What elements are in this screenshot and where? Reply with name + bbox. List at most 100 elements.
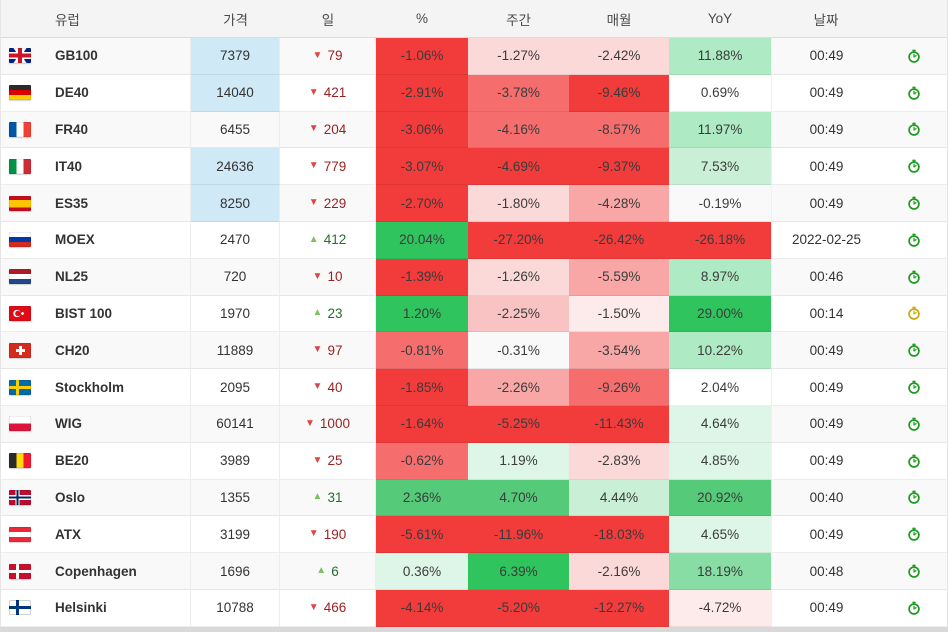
price-cell: 14040: [191, 74, 280, 112]
pct-yoy-cell: 18.19%: [669, 553, 771, 590]
price-cell: 11889: [191, 332, 280, 370]
index-name-link[interactable]: IT40: [55, 158, 83, 174]
header-date[interactable]: 날짜: [813, 12, 839, 28]
nl-flag-icon: [9, 269, 31, 285]
clock-cell: [881, 296, 947, 333]
table-row[interactable]: BE20 3989 ▼ 25 -0.62% 1.19% -2.83% 4.85% 00:49: [1, 442, 947, 480]
header-price[interactable]: 가격: [223, 12, 248, 28]
day-change-cell: ▼ 190: [280, 516, 376, 554]
header-percent[interactable]: %: [415, 11, 428, 26]
index-name-cell: DE40: [1, 74, 191, 112]
pct-yoy-cell: 11.88%: [669, 38, 771, 75]
date-cell: 00:49: [771, 185, 881, 222]
header-weekly[interactable]: 주간: [506, 12, 531, 28]
table-row[interactable]: CH20 11889 ▼ 97 -0.81% -0.31% -3.54% 10.22% 00:4…: [1, 332, 947, 370]
table-row[interactable]: Helsinki 10788 ▼ 466 -4.14% -5.20% -12.27% -4.7…: [1, 589, 947, 627]
day-change-cell: ▼ 25: [280, 442, 376, 480]
de-flag-icon: [9, 85, 31, 101]
header-monthly[interactable]: 매월: [606, 12, 632, 28]
table-row[interactable]: Stockholm 2095 ▼ 40 -1.85% -2.26% -9.26% 2.04% 0…: [1, 369, 947, 406]
pct-yoy-cell: 20.92%: [669, 479, 771, 517]
table-row[interactable]: GB100 7379 ▼ 79 -1.06% -1.27% -2.42% 11.88% 00:4…: [1, 38, 947, 75]
index-name-link[interactable]: BE20: [55, 453, 89, 469]
index-name-link[interactable]: Copenhagen: [55, 563, 137, 579]
index-name-link[interactable]: Oslo: [55, 489, 86, 505]
triangle-down-icon: ▼: [308, 601, 319, 613]
table-row[interactable]: WIG 60141 ▼ 1000 -1.64% -5.25% -11.43% 4.64% 00:…: [1, 405, 947, 443]
table-row[interactable]: Copenhagen 1696 ▲ 6 0.36% 6.39% -2.16% 18.19% 00…: [1, 553, 947, 590]
date-cell: 00:40: [771, 479, 881, 517]
triangle-down-icon: ▼: [305, 417, 315, 429]
index-name-link[interactable]: Stockholm: [55, 379, 125, 395]
table-header: 유럽 가격 일 % 주간 매월 YoY 날짜: [1, 0, 947, 38]
table-row[interactable]: FR40 6455 ▼ 204 -3.06% -4.16% -8.57% 11.97% 00:4…: [1, 111, 947, 149]
table-row[interactable]: NL25 720 ▼ 10 -1.39% -1.26% -5.59% 8.97% 00:46: [1, 258, 947, 296]
pct-week-cell: -11.96%: [468, 516, 569, 554]
index-name-link[interactable]: WIG: [55, 416, 82, 432]
triangle-up-icon: ▲: [308, 233, 319, 245]
pct-day-cell: 2.36%: [376, 479, 468, 517]
price-cell: 3199: [191, 516, 280, 554]
day-change-value: 97: [327, 342, 343, 358]
date-cell: 00:49: [771, 589, 881, 627]
day-change-cell: ▼ 204: [280, 111, 376, 149]
day-change-value: 229: [323, 195, 347, 211]
index-name-link[interactable]: BIST 100: [55, 305, 113, 321]
pct-day-cell: -2.70%: [376, 185, 468, 222]
no-flag-icon: [9, 489, 31, 505]
index-name-link[interactable]: Helsinki: [55, 600, 107, 616]
table-row[interactable]: ES35 8250 ▼ 229 -2.70% -1.80% -4.28% -0.19% 00:4…: [1, 185, 947, 222]
header-day[interactable]: 일: [321, 12, 335, 28]
date-cell: 00:49: [771, 74, 881, 112]
pct-month-cell: -8.57%: [569, 111, 669, 149]
table-row[interactable]: Oslo 1355 ▲ 31 2.36% 4.70% 4.44% 20.92% 00:40: [1, 479, 947, 517]
price-cell: 6455: [191, 111, 280, 149]
day-change-value: 6: [331, 563, 339, 579]
clock-icon: [908, 380, 920, 394]
clock-cell: [881, 112, 947, 149]
index-name-link[interactable]: NL25: [55, 269, 89, 285]
price-cell: 1355: [191, 479, 280, 517]
pct-yoy-cell: 4.85%: [669, 442, 771, 480]
clock-cell: [881, 480, 947, 517]
clock-icon: [908, 527, 920, 542]
horizontal-scrollbar[interactable]: [0, 626, 948, 632]
clock-cell: [881, 222, 947, 259]
table-row[interactable]: ATX 3199 ▼ 190 -5.61% -11.96% -18.03% 4.65% 00:4…: [1, 516, 947, 554]
triangle-down-icon: ▼: [312, 454, 323, 466]
clock-cell: [881, 553, 947, 590]
clock-icon: [908, 564, 920, 578]
index-name-cell: CH20: [1, 332, 191, 370]
index-name-link[interactable]: FR40: [55, 121, 89, 137]
price-cell: 2470: [191, 221, 280, 259]
day-change-value: 25: [327, 453, 343, 469]
index-name-link[interactable]: GB100: [55, 48, 98, 64]
pct-week-cell: -0.31%: [468, 332, 569, 370]
table-row[interactable]: DE40 14040 ▼ 421 -2.91% -3.78% -9.46% 0.69% 00:4…: [1, 74, 947, 112]
pct-yoy-cell: 4.64%: [669, 405, 771, 443]
clock-cell: [881, 443, 947, 480]
date-cell: 00:46: [771, 258, 881, 296]
clock-icon: [908, 49, 920, 63]
clock-cell: [881, 516, 947, 554]
header-region[interactable]: 유럽: [55, 12, 80, 28]
header-yoy[interactable]: YoY: [707, 11, 733, 26]
clock-cell: [881, 259, 947, 296]
table-row[interactable]: BIST 100 1970 ▲ 23 1.20% -2.25% -1.50% 29.00% 00…: [1, 295, 947, 333]
day-change-cell: ▼ 466: [280, 589, 376, 627]
day-change-cell: ▼ 421: [280, 74, 376, 112]
index-name-link[interactable]: DE40: [55, 85, 89, 101]
triangle-down-icon: ▼: [308, 86, 319, 98]
index-name-link[interactable]: ES35: [55, 195, 89, 211]
table-row[interactable]: MOEX 2470 ▲ 412 20.04% -27.20% -26.42% -26.18% 2…: [1, 221, 947, 259]
index-name-cell: BE20: [1, 442, 191, 480]
clock-cell: [881, 369, 947, 406]
table-row[interactable]: IT40 24636 ▼ 779 -3.07% -4.69% -9.37% 7.53% 00:4…: [1, 148, 947, 186]
day-change-value: 79: [327, 48, 343, 64]
index-name-link[interactable]: MOEX: [55, 232, 95, 248]
triangle-up-icon: ▲: [316, 565, 327, 577]
index-name-link[interactable]: CH20: [55, 342, 90, 358]
date-cell: 00:49: [771, 369, 881, 406]
index-name-link[interactable]: ATX: [55, 526, 81, 542]
